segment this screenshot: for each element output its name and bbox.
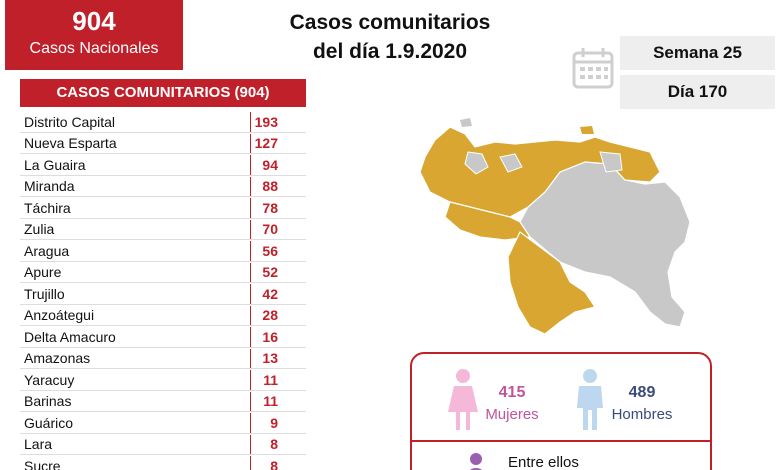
- table-row: Anzoátegui 28: [20, 305, 306, 327]
- table-row: Apure 52: [20, 262, 306, 284]
- male-count: 489: [628, 384, 656, 401]
- map-region-gold-amazonas: [507, 231, 596, 335]
- map-region-gold-apure: [444, 201, 532, 241]
- box-divider: [412, 440, 710, 442]
- state-value: 127: [254, 135, 278, 152]
- state-value: 70: [262, 221, 278, 238]
- among-them-label: Entre ellos: [508, 454, 579, 470]
- state-name: Trujillo: [24, 285, 65, 302]
- map-region-grey-north-3: [599, 151, 623, 173]
- female-count: 415: [498, 384, 526, 401]
- female-label: Mujeres: [485, 406, 539, 423]
- state-name: Distrito Capital: [24, 113, 116, 130]
- table-row: Miranda 88: [20, 176, 306, 198]
- map-region-gold-island: [580, 126, 594, 134]
- state-value: 28: [262, 307, 278, 324]
- table-row: Táchira 78: [20, 197, 306, 219]
- state-name: Amazonas: [24, 350, 91, 367]
- state-value: 13: [262, 350, 278, 367]
- title-line-1: Casos comunitarios: [289, 11, 491, 34]
- state-value: 42: [262, 285, 278, 302]
- state-value: 56: [262, 242, 278, 259]
- table-row: Yaracuy 11: [20, 369, 306, 391]
- state-name: Yaracuy: [24, 371, 75, 388]
- week-label: Semana 25: [620, 36, 775, 70]
- state-name: Lara: [24, 436, 53, 453]
- state-value: 52: [262, 264, 278, 281]
- state-value: 8: [270, 457, 278, 470]
- day-label: Día 170: [620, 75, 775, 109]
- state-value: 78: [262, 199, 278, 216]
- table-row: Amazonas 13: [20, 348, 306, 370]
- state-value: 193: [254, 113, 278, 130]
- male-label: Hombres: [611, 406, 673, 423]
- state-name: La Guaira: [24, 156, 86, 173]
- person-icon: [469, 453, 483, 470]
- calendar-icon: [572, 48, 614, 89]
- state-name: Barinas: [24, 393, 72, 410]
- map-region-grey-north-2: [499, 153, 523, 173]
- community-cases-table: CASOS COMUNITARIOS (904) Distrito Capita…: [20, 79, 306, 470]
- male-icon: [577, 369, 603, 430]
- female-icon: [448, 369, 478, 430]
- national-total-number: 904: [72, 6, 116, 36]
- table-row: Nueva Esparta 127: [20, 133, 306, 155]
- venezuela-map: [419, 118, 691, 335]
- state-value: 11: [263, 393, 278, 410]
- table-row: Barinas 11: [20, 391, 306, 413]
- state-value: 94: [262, 156, 278, 173]
- map-region-grey-island: [460, 118, 472, 127]
- state-value: 8: [270, 436, 278, 453]
- table-header: CASOS COMUNITARIOS (904): [20, 79, 306, 107]
- national-total-label: Casos Nacionales: [29, 40, 159, 57]
- table-row: Sucre 8: [20, 455, 306, 470]
- state-name: Delta Amacuro: [24, 328, 116, 345]
- state-name: Aragua: [24, 242, 70, 259]
- state-name: Apure: [24, 264, 62, 281]
- state-name: Zulia: [24, 221, 55, 238]
- state-name: Táchira: [24, 199, 71, 216]
- table-row: Lara 8: [20, 434, 306, 456]
- title-line-2: del día 1.9.2020: [312, 40, 468, 63]
- state-value: 16: [262, 328, 278, 345]
- state-name: Sucre: [24, 457, 61, 470]
- state-name: Miranda: [24, 178, 75, 195]
- gender-breakdown-box: 415 Mujeres 489 Hombres Entre ellos: [410, 352, 712, 470]
- map-region-grey-north-1: [464, 151, 489, 175]
- state-value: 88: [262, 178, 278, 195]
- table-row: Aragua 56: [20, 240, 306, 262]
- state-value: 11: [263, 371, 278, 388]
- national-total-box: 904 Casos Nacionales: [5, 0, 183, 70]
- table-row: Distrito Capital 193: [20, 111, 306, 133]
- state-name: Anzoátegui: [24, 307, 95, 324]
- page-title: Casos comunitarios del día 1.9.2020: [240, 8, 540, 66]
- table-row: Guárico 9: [20, 412, 306, 434]
- table-row: La Guaira 94: [20, 154, 306, 176]
- state-name: Guárico: [24, 414, 74, 431]
- state-value: 9: [270, 414, 278, 431]
- table-row: Trujillo 42: [20, 283, 306, 305]
- table-row: Zulia 70: [20, 219, 306, 241]
- state-name: Nueva Esparta: [24, 135, 117, 152]
- table-rows: Distrito Capital 193 Nueva Esparta 127 La …: [20, 111, 306, 470]
- table-row: Delta Amacuro 16: [20, 326, 306, 348]
